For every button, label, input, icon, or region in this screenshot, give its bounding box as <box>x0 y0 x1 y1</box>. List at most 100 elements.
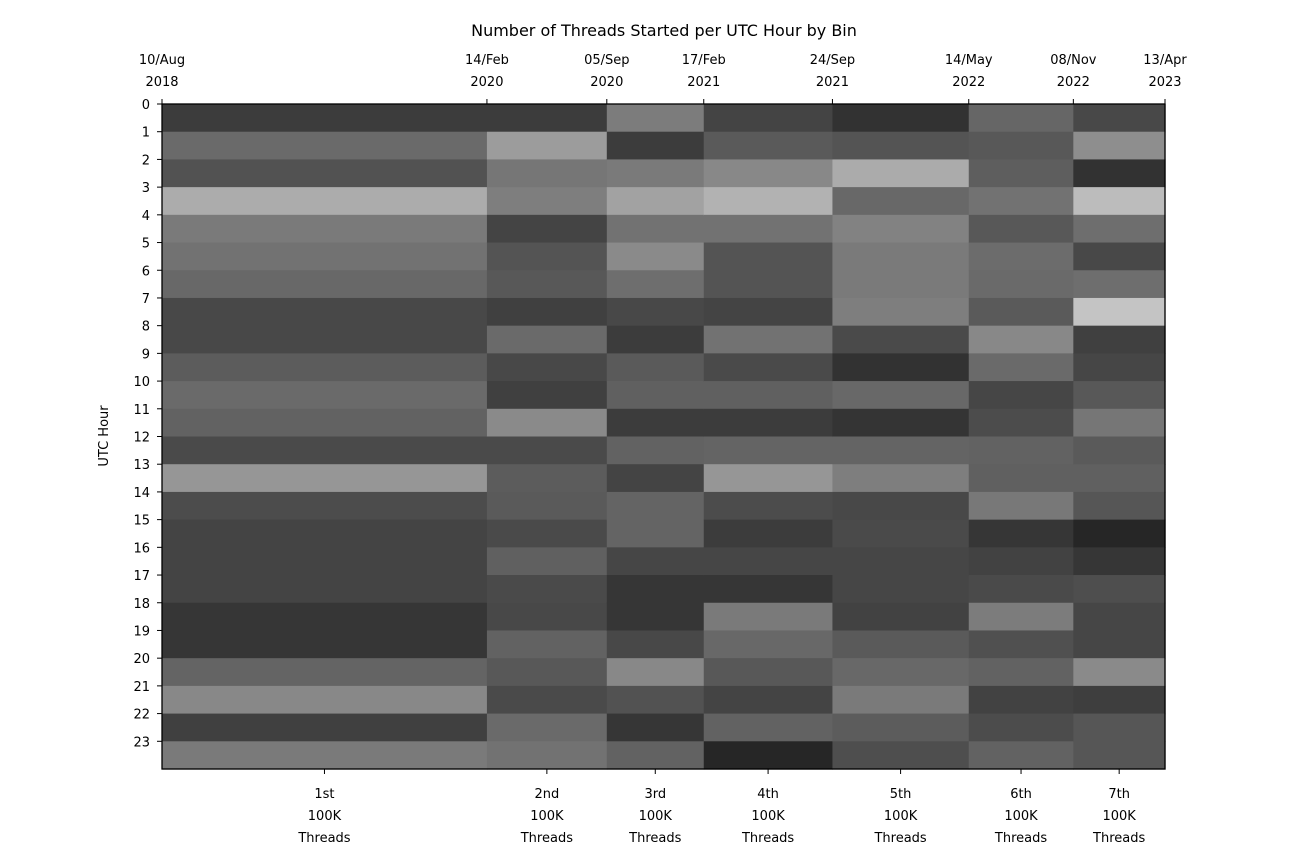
heatmap-cell <box>606 464 705 493</box>
heatmap-cell <box>703 214 834 244</box>
top-tick-label: 14/May 2022 <box>945 53 993 90</box>
y-tick-label: 17 <box>133 569 150 584</box>
top-tick-label: 24/Sep 2021 <box>810 53 855 90</box>
heatmap-cell <box>832 658 970 687</box>
heatmap-cell <box>703 685 834 715</box>
heatmap-cell <box>703 242 834 271</box>
heatmap-cell <box>486 547 608 576</box>
heatmap-cell <box>606 741 705 770</box>
heatmap-cell <box>1073 602 1166 632</box>
heatmap-cell <box>162 741 488 770</box>
heatmap-cell <box>832 713 970 742</box>
heatmap-cell <box>1073 547 1166 576</box>
heatmap-cell <box>606 214 705 244</box>
y-tick-label: 13 <box>133 458 150 473</box>
heatmap-cell <box>486 325 608 354</box>
y-tick-label: 5 <box>142 237 150 252</box>
heatmap-cell <box>832 602 970 632</box>
heatmap-cell <box>162 353 488 382</box>
heatmap-cell <box>1073 630 1166 659</box>
heatmap-cell <box>1073 325 1166 354</box>
heatmap-cell <box>1073 353 1166 382</box>
heatmap-cell <box>1073 741 1166 770</box>
heatmap-cell <box>1073 685 1166 715</box>
heatmap-cell <box>968 713 1074 742</box>
heatmap-cell <box>1073 408 1166 438</box>
heatmap-cell <box>606 630 705 659</box>
heatmap-cell <box>832 353 970 382</box>
heatmap-cell <box>162 270 488 299</box>
heatmap-cell <box>486 353 608 382</box>
heatmap-cell <box>832 491 970 521</box>
heatmap-cell <box>703 658 834 687</box>
heatmap-cell <box>968 270 1074 299</box>
heatmap-cell <box>162 491 488 521</box>
heatmap-cell <box>162 159 488 188</box>
heatmap-cell <box>703 519 834 548</box>
bin-label: 4th 100K Threads <box>741 787 794 846</box>
heatmap-cell <box>606 297 705 327</box>
heatmap-cell <box>162 381 488 410</box>
heatmap-cell <box>968 436 1074 465</box>
heatmap-cells <box>162 104 1166 770</box>
y-tick-label: 4 <box>142 209 150 224</box>
heatmap-cell <box>968 491 1074 521</box>
heatmap-cell <box>606 325 705 354</box>
y-tick-label: 20 <box>133 652 150 667</box>
heatmap-cell <box>606 131 705 161</box>
heatmap-cell <box>832 270 970 299</box>
heatmap-cell <box>162 602 488 632</box>
heatmap-cell <box>703 713 834 742</box>
heatmap-cell <box>832 519 970 548</box>
bin-label: 7th 100K Threads <box>1092 787 1145 846</box>
heatmap-cell <box>1073 464 1166 493</box>
heatmap-cell <box>1073 575 1166 604</box>
plot-frame <box>161 103 1166 770</box>
y-tick-label: 8 <box>142 320 150 335</box>
y-tick-label: 7 <box>142 292 150 307</box>
heatmap-cell <box>703 353 834 382</box>
heatmap-cell <box>162 325 488 354</box>
heatmap-cell <box>162 187 488 216</box>
heatmap-cell <box>832 242 970 271</box>
top-tick-label: 10/Aug 2018 <box>139 53 185 90</box>
axes: 0123456789101112131415161718192021222310… <box>133 53 1187 846</box>
heatmap-cell <box>606 602 705 632</box>
y-tick-label: 12 <box>133 431 150 446</box>
heatmap-cell <box>606 159 705 188</box>
heatmap-cell <box>162 630 488 659</box>
y-tick-label: 21 <box>133 680 150 695</box>
heatmap-cell <box>486 187 608 216</box>
heatmap-cell <box>703 297 834 327</box>
heatmap-cell <box>162 104 488 133</box>
top-tick-label: 14/Feb 2020 <box>465 53 509 90</box>
heatmap-cell <box>703 436 834 465</box>
heatmap-cell <box>1073 187 1166 216</box>
heatmap-cell <box>162 547 488 576</box>
y-tick-label: 18 <box>133 597 150 612</box>
heatmap-cell <box>832 630 970 659</box>
y-tick-label: 14 <box>133 486 150 501</box>
heatmap-cell <box>486 602 608 632</box>
heatmap-cell <box>486 104 608 133</box>
heatmap-cell <box>832 575 970 604</box>
heatmap-cell <box>968 242 1074 271</box>
heatmap-cell <box>606 408 705 438</box>
heatmap-cell <box>832 408 970 438</box>
heatmap-cell <box>1073 270 1166 299</box>
top-tick-label: 13/Apr 2023 <box>1143 53 1187 90</box>
heatmap-cell <box>968 741 1074 770</box>
y-tick-label: 9 <box>142 347 150 362</box>
y-tick-label: 6 <box>142 264 150 279</box>
heatmap-cell <box>1073 519 1166 548</box>
heatmap-cell <box>162 658 488 687</box>
heatmap-cell <box>486 436 608 465</box>
heatmap-cell <box>486 159 608 188</box>
heatmap-cell <box>832 325 970 354</box>
heatmap-cell <box>832 436 970 465</box>
heatmap-cell <box>968 187 1074 216</box>
heatmap-cell <box>703 464 834 493</box>
heatmap-cell <box>968 214 1074 244</box>
y-axis-label: UTC Hour <box>97 405 112 467</box>
heatmap-cell <box>968 408 1074 438</box>
